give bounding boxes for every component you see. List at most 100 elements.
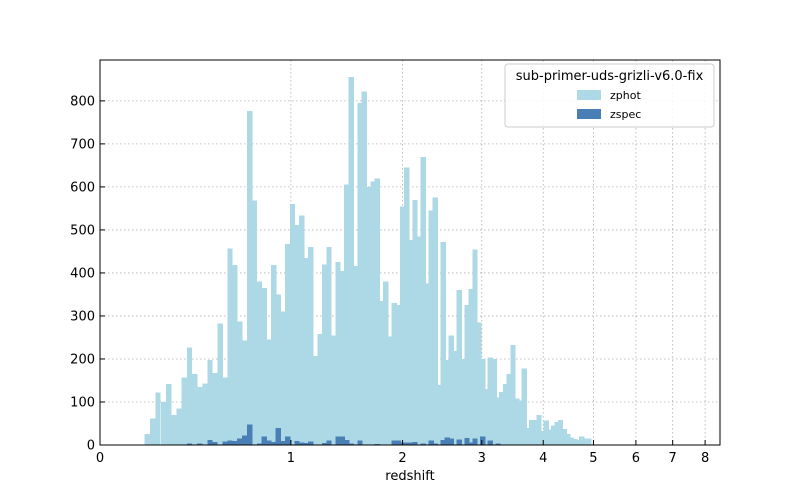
zphot-bar — [242, 340, 248, 445]
zphot-bar — [365, 186, 372, 445]
zspec-bar — [186, 443, 193, 445]
zphot-bar — [192, 374, 198, 445]
zphot-bar — [586, 438, 592, 445]
zphot-bar — [387, 336, 393, 445]
zphot-bar — [361, 91, 367, 446]
y-tick-label: 500 — [70, 223, 95, 238]
zspec-bar — [280, 441, 286, 445]
zphot-bar — [330, 335, 337, 445]
zphot-bar — [160, 401, 167, 445]
zspec-bar — [261, 436, 267, 445]
zphot-bar — [432, 197, 438, 445]
x-tick-label: 8 — [701, 451, 709, 466]
zphot-bar — [339, 270, 346, 445]
zspec-bar — [242, 435, 248, 445]
zspec-bar — [212, 441, 218, 445]
zphot-bar — [280, 311, 286, 445]
zspec-bar — [448, 438, 454, 445]
zspec-bar — [339, 436, 346, 445]
zspec-bar — [285, 436, 291, 445]
legend-label-zphot: zphot — [610, 89, 641, 102]
zphot-bar — [575, 439, 581, 445]
zphot-bar — [207, 359, 213, 445]
zphot-bar — [491, 358, 497, 445]
zspec-bar — [432, 443, 438, 445]
zphot-bar — [222, 377, 228, 445]
histogram-bars — [144, 77, 592, 446]
zphot-bar — [186, 347, 193, 445]
zspec-bar — [266, 440, 272, 445]
legend-swatch-zphot — [577, 90, 601, 100]
zspec-bar — [408, 442, 414, 445]
legend-box — [504, 63, 715, 128]
zphot-bar — [308, 247, 314, 445]
zphot-bar — [554, 421, 560, 445]
zphot-bar — [348, 77, 354, 446]
zspec-bar — [479, 436, 486, 445]
zphot-bar — [517, 400, 524, 445]
legend-title: sub-primer-uds-grizli-v6.0-fix — [516, 69, 704, 84]
zspec-bar — [428, 440, 434, 445]
x-tick-label: 4 — [539, 451, 547, 466]
zspec-bar — [222, 441, 228, 445]
zspec-bar — [348, 443, 354, 445]
zphot-bar — [404, 167, 410, 445]
y-tick-label: 0 — [87, 439, 95, 454]
zphot-bar — [476, 322, 482, 445]
y-tick-label: 800 — [70, 94, 95, 109]
zphot-bar — [335, 262, 341, 445]
zphot-bar — [237, 321, 243, 445]
zspec-bar — [495, 443, 501, 445]
zspec-bar — [207, 439, 213, 445]
zspec-bar — [299, 442, 305, 445]
zphot-bar — [487, 357, 493, 445]
zspec-bar — [468, 442, 474, 445]
x-tick-label: 7 — [669, 451, 677, 466]
zphot-bar — [217, 323, 223, 445]
zphot-bar — [528, 420, 535, 445]
zphot-bar — [579, 436, 585, 445]
zphot-bar — [557, 420, 564, 445]
zphot-bar — [436, 384, 442, 445]
zphot-bar — [502, 383, 509, 445]
zphot-bar — [344, 184, 350, 445]
zphot-bar — [539, 430, 546, 445]
zphot-bar — [440, 241, 447, 445]
zphot-bar — [536, 414, 542, 445]
zphot-bar — [572, 438, 578, 445]
y-tick-label: 400 — [70, 266, 95, 281]
zphot-bar — [232, 265, 238, 445]
zspec-bar — [275, 427, 282, 445]
zspec-bar — [256, 443, 263, 445]
zspec-bar — [227, 440, 233, 445]
zspec-bar — [344, 439, 350, 445]
zphot-bar — [525, 427, 531, 445]
zspec-bar — [412, 441, 418, 445]
zphot-bar — [582, 438, 588, 445]
zphot-bar — [326, 247, 332, 445]
zspec-bar — [326, 440, 332, 445]
zphot-bar — [202, 383, 208, 445]
zphot-bar — [391, 303, 397, 445]
zspec-bar — [464, 438, 470, 445]
zphot-bar — [416, 236, 422, 445]
zphot-bar — [312, 355, 319, 445]
zphot-bar — [378, 300, 385, 445]
zphot-bar — [456, 290, 462, 445]
zphot-bar — [227, 248, 233, 445]
legend: sub-primer-uds-grizli-v6.0-fix zphot zspe… — [504, 63, 715, 128]
zphot-bar — [321, 264, 328, 445]
y-tick-label: 600 — [70, 180, 95, 195]
x-tick-label: 3 — [478, 451, 486, 466]
zphot-bar — [444, 359, 450, 445]
zphot-bar — [565, 434, 571, 445]
zphot-bar — [408, 239, 414, 445]
zphot-bar — [166, 383, 172, 445]
y-tick-label: 200 — [70, 352, 95, 367]
zphot-bar — [247, 111, 253, 445]
zphot-bar — [568, 437, 574, 445]
zphot-bar — [289, 204, 296, 445]
zspec-bar — [357, 440, 363, 445]
zphot-bar — [261, 287, 267, 445]
